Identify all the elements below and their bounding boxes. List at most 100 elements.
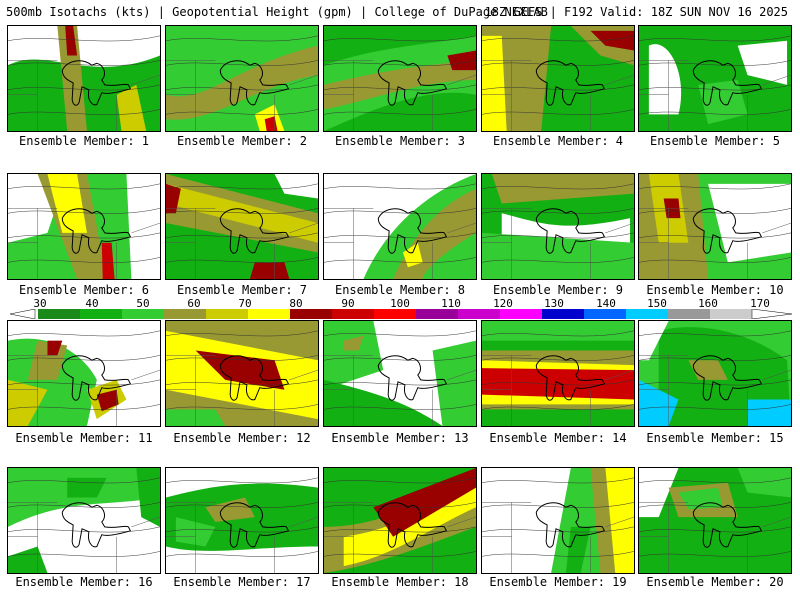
height-contour xyxy=(166,60,318,66)
height-contour xyxy=(482,526,634,533)
isotach-map xyxy=(8,321,160,426)
height-contour xyxy=(8,60,160,66)
great-lakes-outline xyxy=(692,208,763,254)
ensemble-panel-13 xyxy=(323,320,477,427)
isotach-map xyxy=(639,321,791,426)
isotach-shading xyxy=(432,340,476,426)
panel-caption: Ensemble Member: 16 xyxy=(15,575,153,589)
great-lakes-outline xyxy=(377,60,448,106)
isotach-map xyxy=(166,174,318,279)
legend-swatch xyxy=(668,309,711,319)
isotach-shading xyxy=(590,30,634,51)
political-borders xyxy=(482,502,634,573)
height-contour xyxy=(482,477,634,484)
legend-tick-label: 30 xyxy=(33,297,47,310)
panel-caption: Ensemble Member: 6 xyxy=(18,283,150,297)
legend-swatch xyxy=(584,309,627,319)
height-contour xyxy=(166,330,318,337)
great-lakes-outline xyxy=(692,60,763,106)
panel-caption: Ensemble Member: 14 xyxy=(489,431,627,445)
legend-swatch xyxy=(290,309,333,319)
ensemble-panel-16 xyxy=(7,467,161,574)
panel-caption: Ensemble Member: 20 xyxy=(646,575,784,589)
political-borders xyxy=(8,208,160,279)
great-lakes-outline xyxy=(535,355,606,401)
political-borders xyxy=(8,355,160,426)
height-contour xyxy=(482,379,634,386)
legend-tick-label: 170 xyxy=(750,297,770,310)
height-contour xyxy=(482,257,634,263)
height-contour xyxy=(166,183,318,190)
height-contour xyxy=(482,208,634,214)
height-contour xyxy=(639,60,791,66)
legend-arrow-right xyxy=(751,309,792,319)
legend-tick-label: 80 xyxy=(289,297,303,310)
great-lakes-outline xyxy=(535,502,606,548)
panel-caption: Ensemble Member: 12 xyxy=(173,431,311,445)
isotach-shading xyxy=(166,45,318,120)
isotach-map xyxy=(324,174,476,279)
legend-tick-label: 130 xyxy=(544,297,564,310)
legend-swatch xyxy=(206,309,249,319)
panel-caption: Ensemble Member: 13 xyxy=(331,431,469,445)
height-contour xyxy=(324,60,476,66)
height-contour xyxy=(482,232,634,239)
ensemble-panel-8 xyxy=(323,173,477,280)
height-contour xyxy=(324,526,476,533)
height-contour xyxy=(639,257,791,263)
height-contour xyxy=(166,502,318,508)
height-contour xyxy=(324,355,476,361)
great-lakes-outline xyxy=(219,208,290,254)
isotach-shading xyxy=(737,40,788,85)
legend-swatch xyxy=(80,309,123,319)
height-contour xyxy=(8,526,160,533)
legend-swatch xyxy=(458,309,501,319)
height-contour xyxy=(639,355,791,361)
legend-swatch xyxy=(416,309,459,319)
political-borders xyxy=(639,355,791,426)
height-contour xyxy=(639,477,791,484)
political-borders xyxy=(324,502,476,573)
great-lakes-outline xyxy=(377,208,448,254)
panel-caption: Ensemble Member: 18 xyxy=(331,575,469,589)
isotach-shading xyxy=(648,44,682,115)
height-contour xyxy=(166,404,318,410)
height-contour xyxy=(324,502,476,508)
height-contour xyxy=(8,330,160,337)
height-contour xyxy=(639,526,791,533)
panel-caption: Ensemble Member: 2 xyxy=(176,134,308,148)
isotach-shading xyxy=(482,321,634,341)
height-contour xyxy=(482,183,634,190)
color-scale-legend xyxy=(10,309,792,319)
isotach-shading xyxy=(639,546,791,573)
legend-arrow-left xyxy=(10,309,36,319)
legend-tick-label: 50 xyxy=(136,297,150,310)
great-lakes-outline xyxy=(692,502,763,548)
political-borders xyxy=(482,60,634,131)
height-contour xyxy=(8,35,160,42)
isotach-shading xyxy=(482,232,634,279)
isotach-shading xyxy=(274,174,318,199)
great-lakes-outline xyxy=(61,208,132,254)
legend-swatch xyxy=(710,309,753,319)
political-borders xyxy=(482,355,634,426)
isotach-shading xyxy=(65,26,78,56)
height-contour xyxy=(324,232,476,239)
isotach-map xyxy=(639,468,791,573)
great-lakes-outline xyxy=(219,355,290,401)
height-contour xyxy=(166,35,318,42)
ensemble-panel-4 xyxy=(481,25,635,132)
height-contour xyxy=(482,355,634,361)
height-contour xyxy=(324,208,476,214)
legend-swatch xyxy=(122,309,165,319)
height-contour xyxy=(324,477,476,484)
isotach-map xyxy=(8,468,160,573)
height-contour xyxy=(639,404,791,410)
isotach-map xyxy=(8,174,160,279)
height-contour xyxy=(166,208,318,214)
political-borders xyxy=(324,208,476,279)
ensemble-panel-17 xyxy=(165,467,319,574)
height-contour xyxy=(324,84,476,91)
height-contour xyxy=(639,35,791,42)
political-borders xyxy=(8,502,160,573)
